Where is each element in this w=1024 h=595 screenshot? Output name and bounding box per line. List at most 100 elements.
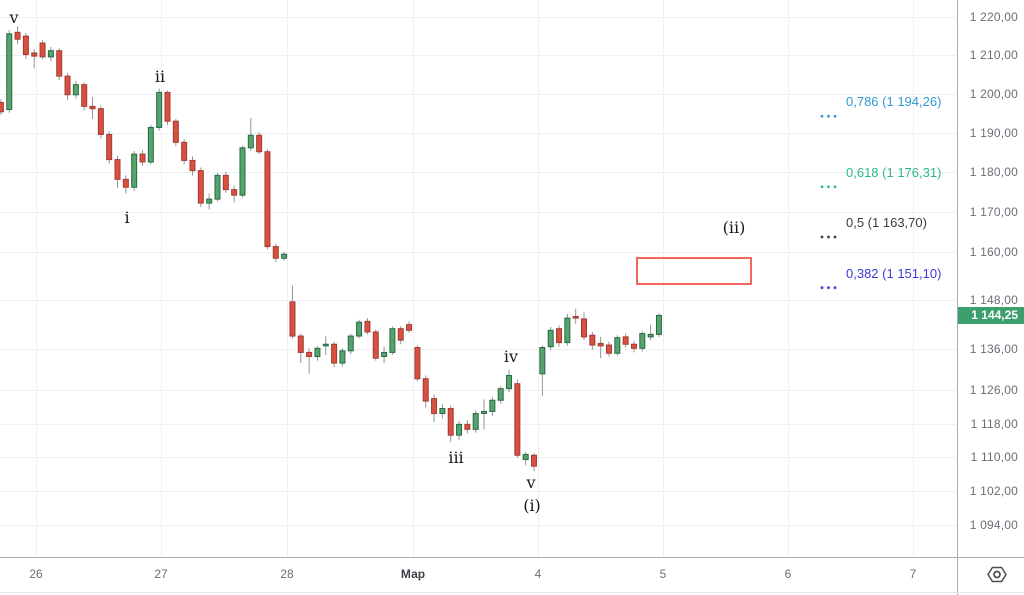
price-tick-label: 1 126,00	[969, 383, 1018, 398]
wave-label[interactable]: i	[124, 208, 130, 227]
candle-body	[22, 35, 29, 56]
candle-body	[72, 84, 79, 96]
candle-body	[322, 343, 329, 347]
fib-level-label[interactable]: 0,382 (1 151,10)	[846, 265, 942, 281]
candle	[131, 150, 138, 192]
candle	[6, 29, 13, 113]
candle-body	[422, 378, 429, 402]
candle-body	[655, 314, 662, 335]
fib-level-label[interactable]: 0,786 (1 194,26)	[846, 94, 942, 110]
candle	[89, 97, 96, 119]
candle	[497, 386, 504, 404]
candle-body	[272, 246, 279, 259]
candle	[72, 80, 79, 99]
time-tick-label: 26	[29, 567, 43, 581]
candle-body	[64, 75, 71, 96]
candle-body	[114, 159, 121, 180]
candle-body	[14, 31, 21, 40]
price-tick-label: 1 200,00	[969, 86, 1018, 101]
candle	[531, 453, 538, 472]
fib-level-label[interactable]: 0,5 (1 163,70)	[846, 214, 927, 230]
candle	[281, 251, 288, 261]
candle-body	[489, 399, 496, 412]
candle-body	[289, 301, 296, 337]
candle	[272, 243, 279, 263]
candle	[47, 46, 54, 62]
candle-body	[639, 333, 646, 349]
candle	[514, 379, 521, 458]
price-tick-label: 1 210,00	[969, 48, 1018, 63]
candle	[347, 333, 354, 355]
wave-label[interactable]: v	[9, 8, 19, 27]
candle	[239, 145, 246, 198]
candle-body	[447, 408, 454, 436]
candle	[647, 324, 654, 341]
wave-label[interactable]: v	[526, 473, 536, 492]
candle	[322, 336, 329, 355]
candle-body	[331, 343, 338, 364]
candle-body	[431, 398, 438, 415]
wave-label[interactable]: ii	[154, 67, 166, 86]
time-tick-label: 28	[280, 567, 294, 581]
candle	[639, 331, 646, 352]
candle-body	[356, 321, 363, 337]
gear-icon	[987, 566, 1007, 583]
price-axis-settings-button[interactable]	[958, 558, 1024, 594]
candle	[389, 326, 396, 355]
candle-body	[556, 328, 563, 344]
time-tick-label: 5	[659, 567, 667, 581]
candle	[264, 149, 271, 250]
time-tick-label: 27	[154, 567, 168, 581]
candle	[0, 99, 4, 115]
candle	[464, 420, 471, 434]
fib-level-label[interactable]: 0,618 (1 176,31)	[846, 164, 942, 180]
candle	[572, 308, 579, 324]
candle-body	[522, 453, 529, 460]
wave-label[interactable]: iii	[448, 448, 464, 467]
candle-body	[464, 423, 471, 430]
candle	[622, 333, 629, 348]
candle-body	[314, 347, 321, 358]
candle	[564, 314, 571, 346]
candle-body	[397, 328, 404, 341]
candle	[39, 39, 46, 60]
price-axis[interactable]: 1 220,00 1 210,00 1 200,00 1 190,00 1 180,00…	[958, 0, 1024, 557]
candle-body	[131, 153, 138, 188]
rectangle-drawing[interactable]	[636, 257, 752, 285]
wave-label[interactable]: (i)	[523, 496, 541, 515]
candle-body	[389, 328, 396, 353]
candle	[614, 335, 621, 356]
fib-dots	[820, 114, 837, 290]
candle-body	[581, 318, 587, 338]
candle-body	[156, 91, 163, 128]
wave-label[interactable]: iv	[503, 347, 519, 366]
candle-body	[56, 50, 63, 77]
candle	[247, 118, 254, 151]
wave-label[interactable]: (ii)	[722, 218, 746, 237]
candle-body	[381, 351, 388, 358]
candle-body	[622, 336, 629, 345]
candle	[556, 325, 563, 347]
candle	[214, 173, 221, 202]
time-tick-label: 7	[909, 567, 917, 581]
candle-body	[181, 141, 188, 161]
candle	[597, 336, 604, 359]
candle	[256, 132, 263, 155]
time-tick-label: Мар	[400, 567, 426, 581]
fib-level-dots	[820, 114, 824, 118]
candle-body	[189, 159, 196, 172]
fib-level-dots	[833, 185, 837, 189]
candle	[481, 399, 488, 430]
candle-body	[89, 105, 96, 110]
candle-body	[547, 329, 554, 348]
candle	[22, 33, 29, 60]
fib-level-dots	[827, 185, 830, 189]
price-tick-label: 1 118,00	[970, 416, 1018, 431]
price-tick-label: 1 110,00	[970, 449, 1018, 464]
candle-body	[306, 351, 313, 358]
candle-body	[414, 347, 421, 380]
candle	[447, 405, 454, 442]
candle	[605, 341, 612, 357]
candle-body	[47, 50, 54, 58]
